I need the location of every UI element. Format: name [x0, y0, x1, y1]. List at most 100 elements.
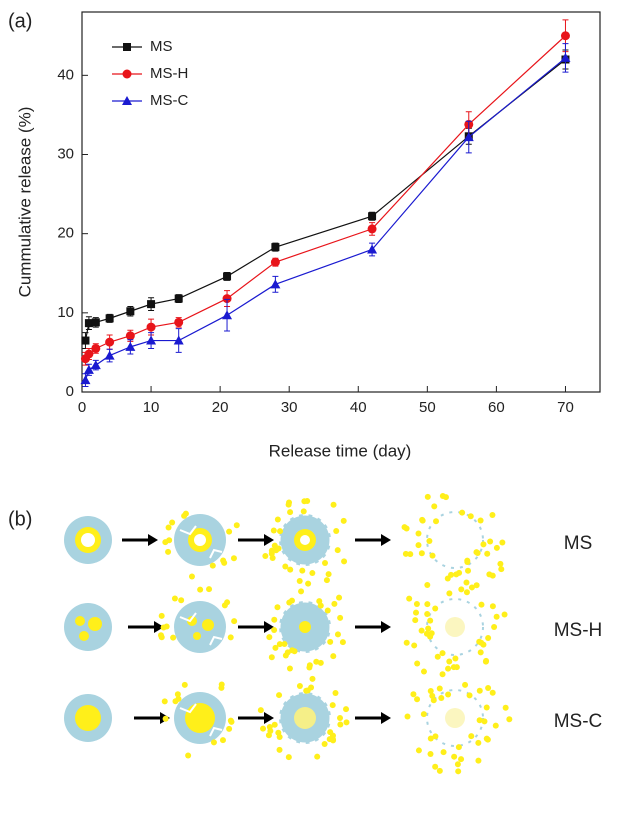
core [185, 703, 215, 733]
particle [423, 630, 430, 637]
marker [147, 300, 156, 309]
particle [299, 567, 306, 574]
particle [410, 691, 417, 698]
particle [439, 650, 446, 657]
marker [367, 244, 378, 254]
core [193, 632, 201, 640]
particle [227, 634, 234, 641]
particle [420, 711, 427, 718]
particle [480, 641, 487, 648]
particle [464, 557, 471, 564]
particle [485, 685, 492, 692]
particle [413, 609, 420, 616]
particle [427, 751, 434, 758]
particle [172, 698, 179, 705]
crack [179, 525, 223, 559]
marker [105, 314, 114, 323]
particle [459, 509, 466, 516]
legend-label: MS [150, 38, 173, 55]
particle [465, 567, 472, 574]
particle [477, 517, 484, 524]
particle [327, 638, 334, 645]
marker [271, 243, 280, 252]
particle [406, 595, 413, 602]
particle [163, 623, 170, 630]
particle [433, 518, 440, 525]
particle [430, 697, 437, 704]
particle [489, 512, 496, 519]
particle [453, 571, 460, 578]
core [75, 705, 101, 731]
marker [368, 212, 377, 221]
particle [323, 577, 330, 584]
particle [432, 733, 439, 740]
particle-remnant [426, 598, 484, 656]
particle [414, 696, 421, 703]
core [294, 707, 316, 729]
particle [276, 692, 283, 699]
y-tick-label: 10 [57, 304, 74, 321]
core-hole [81, 533, 95, 547]
x-tick-label: 50 [419, 399, 436, 416]
particle [325, 571, 332, 578]
marker [91, 318, 100, 327]
particle [313, 658, 320, 665]
marker [146, 322, 156, 332]
particle [458, 756, 465, 763]
panel-label: (b) [8, 508, 32, 530]
particle [233, 522, 240, 529]
particle [451, 753, 458, 760]
particle [427, 617, 434, 624]
particle [337, 614, 344, 621]
core [79, 631, 89, 641]
particle [463, 579, 470, 586]
particle [450, 664, 457, 671]
particle [284, 649, 291, 656]
particle [493, 613, 500, 620]
particle [219, 737, 226, 744]
particle [432, 605, 439, 612]
arrow-head [154, 621, 164, 633]
particle [480, 541, 487, 548]
particle [483, 657, 490, 664]
particle [415, 530, 422, 537]
arrow-head [264, 534, 274, 546]
particle [330, 653, 337, 660]
particle [497, 560, 504, 567]
particle [314, 753, 321, 760]
marker [83, 364, 94, 374]
marker [174, 294, 183, 303]
particle [434, 653, 441, 660]
particle [337, 721, 344, 728]
marker [90, 360, 101, 370]
particle [468, 733, 475, 740]
particle [221, 559, 228, 566]
particle [274, 516, 281, 523]
particle [436, 685, 443, 692]
particle [165, 548, 172, 555]
particle [276, 746, 283, 753]
particle [489, 689, 496, 696]
particle [419, 516, 426, 523]
particle [231, 618, 238, 625]
particle [477, 649, 484, 656]
particle [171, 595, 178, 602]
x-tick-label: 10 [143, 399, 160, 416]
particle [332, 689, 339, 696]
particle [478, 601, 485, 608]
particle [304, 687, 311, 694]
plot-frame [81, 11, 601, 393]
arrow-head [264, 621, 274, 633]
particle [446, 590, 453, 597]
legend-label: MS-H [150, 65, 188, 82]
particle [411, 642, 418, 649]
particle [418, 550, 425, 557]
particle [475, 739, 482, 746]
core [88, 617, 102, 631]
particle [226, 725, 233, 732]
x-tick-label: 60 [488, 399, 505, 416]
crack [179, 703, 223, 737]
marker [270, 279, 281, 289]
particle [227, 717, 234, 724]
x-tick-label: 30 [281, 399, 298, 416]
